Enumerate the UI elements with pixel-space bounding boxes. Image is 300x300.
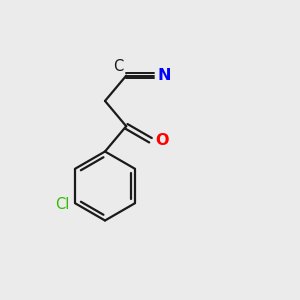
Text: N: N <box>158 68 171 83</box>
Text: O: O <box>155 133 169 148</box>
Text: Cl: Cl <box>55 197 69 212</box>
Text: C: C <box>113 59 123 74</box>
